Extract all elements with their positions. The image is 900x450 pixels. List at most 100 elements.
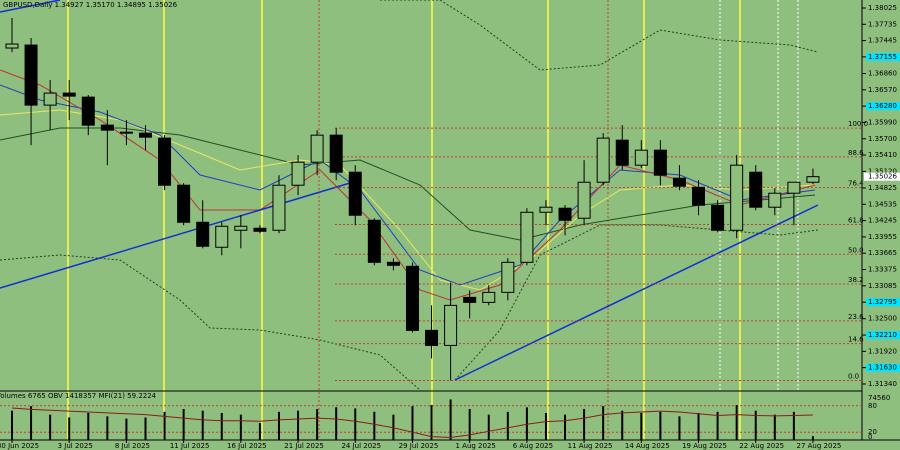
- date-label: 24 Jul 2025: [341, 442, 381, 450]
- bear-candle-body: [62, 92, 76, 97]
- bull-candle-body: [272, 184, 286, 231]
- bear-candle-body: [749, 171, 763, 208]
- fib-label: 61.8: [848, 217, 864, 225]
- bear-candle-body: [692, 186, 706, 206]
- price-marker: [866, 102, 900, 111]
- price-tick-label: 1.32500: [868, 315, 897, 323]
- price-marker: [866, 52, 900, 61]
- price-tick-label: 1.31920: [868, 347, 897, 355]
- price-tick-label: 1.36280: [868, 102, 897, 110]
- date-label: 14 Aug 2025: [625, 442, 670, 450]
- mfi-line: [11, 407, 813, 438]
- bear-candle-body: [405, 265, 419, 331]
- bear-candle-body: [100, 124, 114, 131]
- date-label: 22 Aug 2025: [739, 442, 784, 450]
- bear-candle-body: [253, 227, 267, 232]
- fib-label: 23.6: [848, 313, 864, 321]
- price-tick-label: 1.33375: [868, 266, 897, 274]
- price-tick-label: 1.36570: [868, 86, 897, 94]
- mfi-tick-label: 0: [868, 433, 872, 441]
- bull-candle-body: [806, 176, 820, 183]
- price-tick-label: 1.31630: [868, 364, 897, 372]
- price-tick-label: 1.32210: [868, 331, 897, 339]
- price-tick-label: 1.37445: [868, 37, 897, 45]
- bull-candle-body: [444, 304, 458, 346]
- date-label: 3 Jul 2025: [58, 442, 93, 450]
- bear-candle-body: [672, 177, 686, 187]
- bear-candle-body: [386, 261, 400, 266]
- bull-candle-body: [482, 291, 496, 303]
- price-tick-label: 1.37155: [868, 53, 897, 61]
- bull-candle-body: [5, 43, 19, 49]
- current-price-label: 1.35026: [868, 173, 897, 181]
- bear-candle-body: [348, 171, 362, 216]
- bear-candle-body: [653, 149, 667, 176]
- date-label: 6 Aug 2025: [513, 442, 553, 450]
- bear-candle-body: [158, 137, 172, 186]
- bull-candle-body: [634, 149, 648, 166]
- date-label: 27 Aug 2025: [797, 442, 842, 450]
- price-tick-label: 1.35410: [868, 151, 897, 159]
- date-label: 11 Jul 2025: [170, 442, 210, 450]
- price-marker: [866, 298, 900, 307]
- bear-candle-body: [367, 219, 381, 263]
- bear-candle-body: [329, 134, 343, 173]
- fib-label: 76.4: [848, 180, 864, 188]
- mfi-tick-label: 80: [868, 402, 877, 410]
- price-tick-label: 1.33955: [868, 233, 897, 241]
- price-tick-label: 1.34535: [868, 200, 897, 208]
- fib-label: 0.0: [848, 372, 859, 380]
- bull-candle-body: [234, 225, 248, 231]
- bear-candle-body: [196, 221, 210, 247]
- date-label: 16 Jul 2025: [227, 442, 267, 450]
- date-label: 30 Jun 2025: [0, 442, 39, 450]
- date-label: 11 Aug 2025: [568, 442, 613, 450]
- volume-tick-label: 74560: [868, 394, 890, 402]
- date-label: 29 Jul 2025: [399, 442, 439, 450]
- bull-candle-body: [501, 261, 515, 293]
- price-marker: [866, 363, 900, 372]
- bull-candle-body: [539, 206, 553, 213]
- fib-label: 100.0: [848, 120, 868, 128]
- fib-label: 50.0: [848, 246, 864, 254]
- date-label: 1 Aug 2025: [455, 442, 495, 450]
- bear-candle-body: [177, 184, 191, 223]
- date-label: 8 Jul 2025: [115, 442, 150, 450]
- bull-candle-body: [596, 137, 610, 183]
- price-tick-label: 1.35120: [868, 167, 897, 175]
- bear-candle-body: [558, 207, 572, 221]
- price-tick-label: 1.35700: [868, 135, 897, 143]
- bull-candle-body: [310, 134, 324, 163]
- bear-candle-body: [463, 296, 477, 303]
- price-tick-label: 1.33665: [868, 249, 897, 257]
- price-marker: [866, 331, 900, 340]
- price-tick-label: 1.32795: [868, 298, 897, 306]
- bull-candle-body: [43, 92, 57, 106]
- bear-candle-body: [81, 96, 95, 126]
- bull-candle-body: [768, 192, 782, 208]
- current-price-box: [864, 172, 900, 181]
- bull-candle-body: [577, 181, 591, 219]
- price-tick-label: 1.36860: [868, 70, 897, 78]
- indicator-header: Volumes 6765 OBV 1418357 MFI(21) 59.2224: [0, 392, 157, 400]
- price-tick-label: 1.37735: [868, 20, 897, 28]
- bear-candle-body: [711, 204, 725, 231]
- bear-candle-body: [138, 132, 152, 138]
- mfi-tick-label: 20: [868, 428, 877, 436]
- price-tick-label: 1.34825: [868, 184, 897, 192]
- date-label: 19 Aug 2025: [682, 442, 727, 450]
- price-tick-label: 1.35990: [868, 118, 897, 126]
- price-tick-label: 1.31340: [868, 380, 897, 388]
- bull-candle-body: [787, 181, 801, 194]
- bull-candle-body: [520, 211, 534, 263]
- bull-candle-body: [215, 225, 229, 248]
- indicator-lines: [0, 0, 819, 391]
- date-label: 21 Jul 2025: [284, 442, 324, 450]
- fib-label: 14.6: [848, 336, 864, 344]
- price-tick-label: 1.38025: [868, 4, 897, 12]
- fib-label: 88.6: [848, 149, 864, 157]
- bull-candle-body: [730, 164, 744, 231]
- bear-candle-body: [425, 329, 439, 346]
